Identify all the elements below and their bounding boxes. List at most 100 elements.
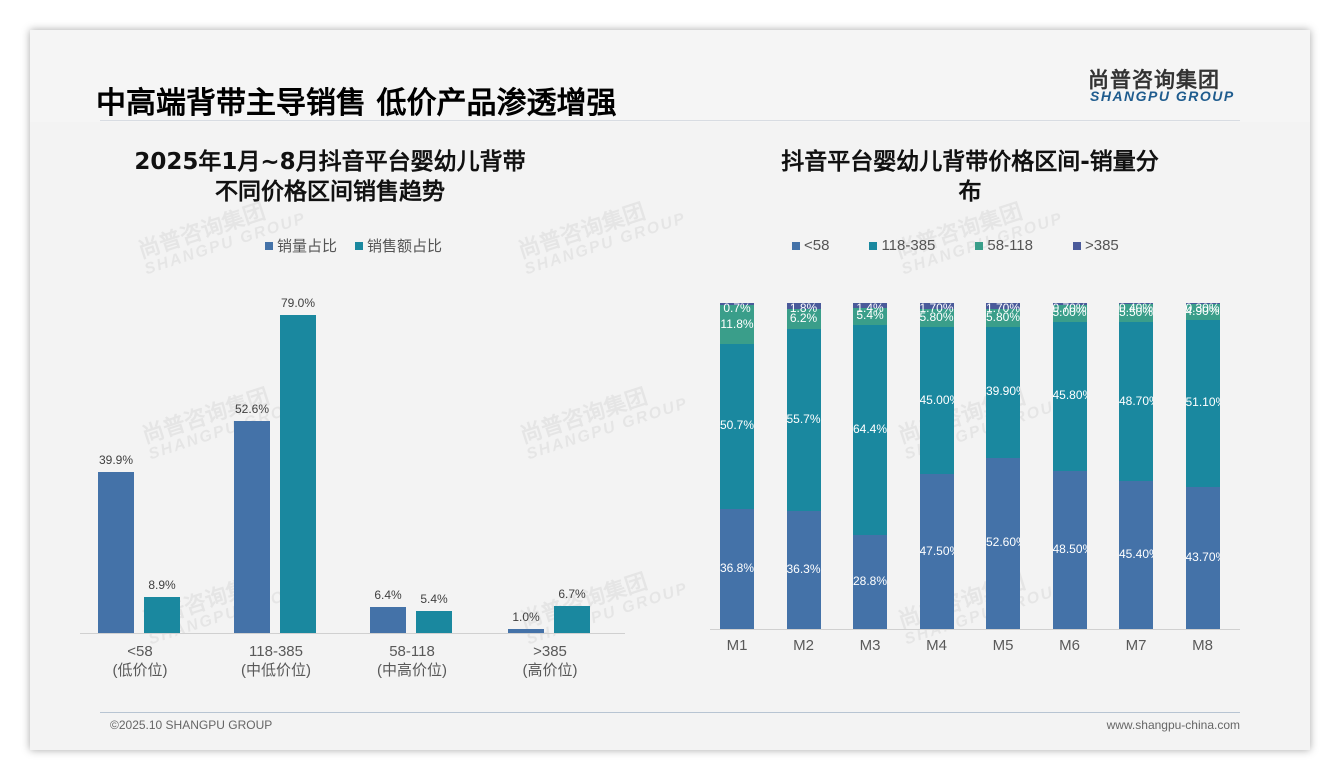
category-label: 118-385 <box>249 643 303 660</box>
segment-label: 52.60% <box>986 535 1020 550</box>
segment-118-385: 55.7% <box>786 329 821 511</box>
month-label: M6 <box>1059 637 1080 654</box>
segment-118-385: 39.90% <box>986 327 1020 458</box>
segment-label: 50.7% <box>720 418 754 433</box>
segment-label: 36.3% <box>786 561 821 576</box>
left-chart-title: 2025年1月~8月抖音平台婴幼儿背带 不同价格区间销售趋势 <box>134 149 526 205</box>
segment-<58: 48.50% <box>1052 470 1087 629</box>
segment-label: 28.8% <box>853 574 887 589</box>
data-label: 39.9% <box>98 453 134 468</box>
data-label: 8.9% <box>148 578 176 593</box>
segment-label: 55.7% <box>786 411 821 426</box>
stacked-bar-M3: 28.8% 64.4% 5.4% 1.4% <box>853 301 887 629</box>
segment-label: 1.70% <box>986 301 1020 315</box>
category-label: 58-118 <box>389 643 435 660</box>
footer-divider <box>100 712 1240 713</box>
x-axis-line <box>710 629 1240 630</box>
footer-copyright: ©2025.10 SHANGPU GROUP <box>110 718 273 732</box>
segment-<58: 28.8% <box>853 535 887 629</box>
segment-label: 45.80% <box>1052 388 1087 403</box>
segment-label: 1.4% <box>856 301 884 315</box>
segment-<58: 45.40% <box>1119 480 1153 629</box>
stacked-bar-M6: 48.50% 45.80% 5.00%0.70% <box>1052 301 1087 629</box>
data-label: 5.4% <box>420 592 448 607</box>
segment-118-385: 51.10% <box>1185 319 1220 487</box>
data-label: 79.0% <box>280 296 316 310</box>
segment->385: 0.40% <box>1119 301 1153 315</box>
right-chart-title: 抖音平台婴幼儿背带价格区间-销量分 布 <box>781 149 1159 205</box>
segment-label: 48.70% <box>1119 393 1153 408</box>
segment-label: 39.90% <box>986 384 1020 399</box>
month-label: M1 <box>726 637 748 654</box>
data-label: 6.7% <box>558 587 586 602</box>
segment-58-118: 6.2% <box>786 308 821 330</box>
header-band <box>30 30 1310 122</box>
right-stacked-chart: 36.8% 50.7% 11.8% 0.7% M1 36.3% 55.7% 6.2% 1.8% M… <box>690 30 1250 750</box>
segment-<58: 52.60% <box>986 457 1020 629</box>
legend-item: 销量占比 <box>265 235 337 256</box>
legend-swatch <box>355 241 364 250</box>
segment-label: 5.4% <box>856 308 884 323</box>
legend-item: >385 <box>1072 237 1119 254</box>
divider <box>100 120 1240 121</box>
x-axis-line <box>80 633 625 634</box>
segment-label: 5.80% <box>986 309 1020 324</box>
segment->385: 0.70% <box>1052 301 1087 315</box>
legend-item: <58 <box>792 237 829 254</box>
stacked-bar-M7: 45.40% 48.70% 5.50%0.40% <box>1119 301 1153 629</box>
legend-swatch <box>975 241 984 250</box>
segment-label: 47.50% <box>919 543 954 558</box>
legend-swatch <box>265 241 273 250</box>
segment->385: 1.8% <box>786 301 821 315</box>
category-sublabel: (中高价位) <box>377 662 447 679</box>
bar-销售额占比 <box>144 597 180 633</box>
left-chart-legend: 销量占比 销售额占比 <box>265 235 442 256</box>
segment-label: 11.8% <box>720 316 754 331</box>
month-label: M4 <box>926 637 947 654</box>
bar-销量占比 <box>234 421 270 633</box>
footer-website: www.shangpu-china.com <box>1106 718 1240 732</box>
segment-label: 36.8% <box>720 561 754 575</box>
legend-swatch <box>792 241 800 250</box>
segment-<58: 43.70% <box>1185 486 1220 629</box>
legend-swatch <box>869 241 878 250</box>
logo-text-cn: 尚普咨询集团 <box>1088 68 1220 92</box>
segment-label: 51.10% <box>1185 395 1220 410</box>
category-sublabel: (低价位) <box>112 662 168 679</box>
bar-销量占比 <box>98 472 134 633</box>
segment-label: 5.80% <box>919 309 954 324</box>
month-label: M7 <box>1125 637 1147 654</box>
segment-118-385: 45.80% <box>1052 321 1087 471</box>
segment-label: 1.70% <box>919 301 954 315</box>
segment-label: 6.2% <box>789 310 818 325</box>
category-label: >385 <box>533 643 567 660</box>
segment-118-385: 45.00% <box>919 327 954 475</box>
segment-118-385: 50.7% <box>720 343 754 510</box>
segment-label: 45.00% <box>919 392 954 407</box>
right-chart-legend: <58 118-385 58-118 >385 <box>792 237 1119 254</box>
stacked-bar-M8: 43.70% 51.10% 4.90%0.30% <box>1185 301 1220 629</box>
segment->385: 1.70% <box>919 301 954 315</box>
segment-118-385: 48.70% <box>1119 322 1153 481</box>
legend-swatch <box>1072 241 1081 250</box>
category-sublabel: (高价位) <box>522 662 578 679</box>
segment-58-118: 5.00% <box>1052 305 1087 322</box>
page-title: 中高端背带主导销售 低价产品渗透增强 <box>96 86 617 121</box>
data-label: 1.0% <box>512 609 540 624</box>
data-label: 6.4% <box>374 588 402 603</box>
segment-58-118: 5.4% <box>853 307 887 326</box>
segment-label: 43.70% <box>1185 549 1220 564</box>
segment->385: 0.30% <box>1185 301 1220 315</box>
data-label: 52.6% <box>234 402 270 417</box>
month-label: M8 <box>1192 637 1213 654</box>
bar-销量占比 <box>508 628 544 633</box>
segment-label: 4.90% <box>1185 303 1220 318</box>
segment-label: 0.70% <box>1052 301 1087 315</box>
segment-118-385: 64.4% <box>853 325 887 536</box>
stacked-bar-M2: 36.3% 55.7% 6.2% 1.8% <box>786 301 821 629</box>
segment-<58: 36.3% <box>786 510 821 629</box>
bar-销售额占比 <box>416 611 452 633</box>
bar-销售额占比 <box>280 315 316 633</box>
segment-label: 45.40% <box>1119 546 1153 561</box>
category-sublabel: (中低价位) <box>241 662 311 679</box>
